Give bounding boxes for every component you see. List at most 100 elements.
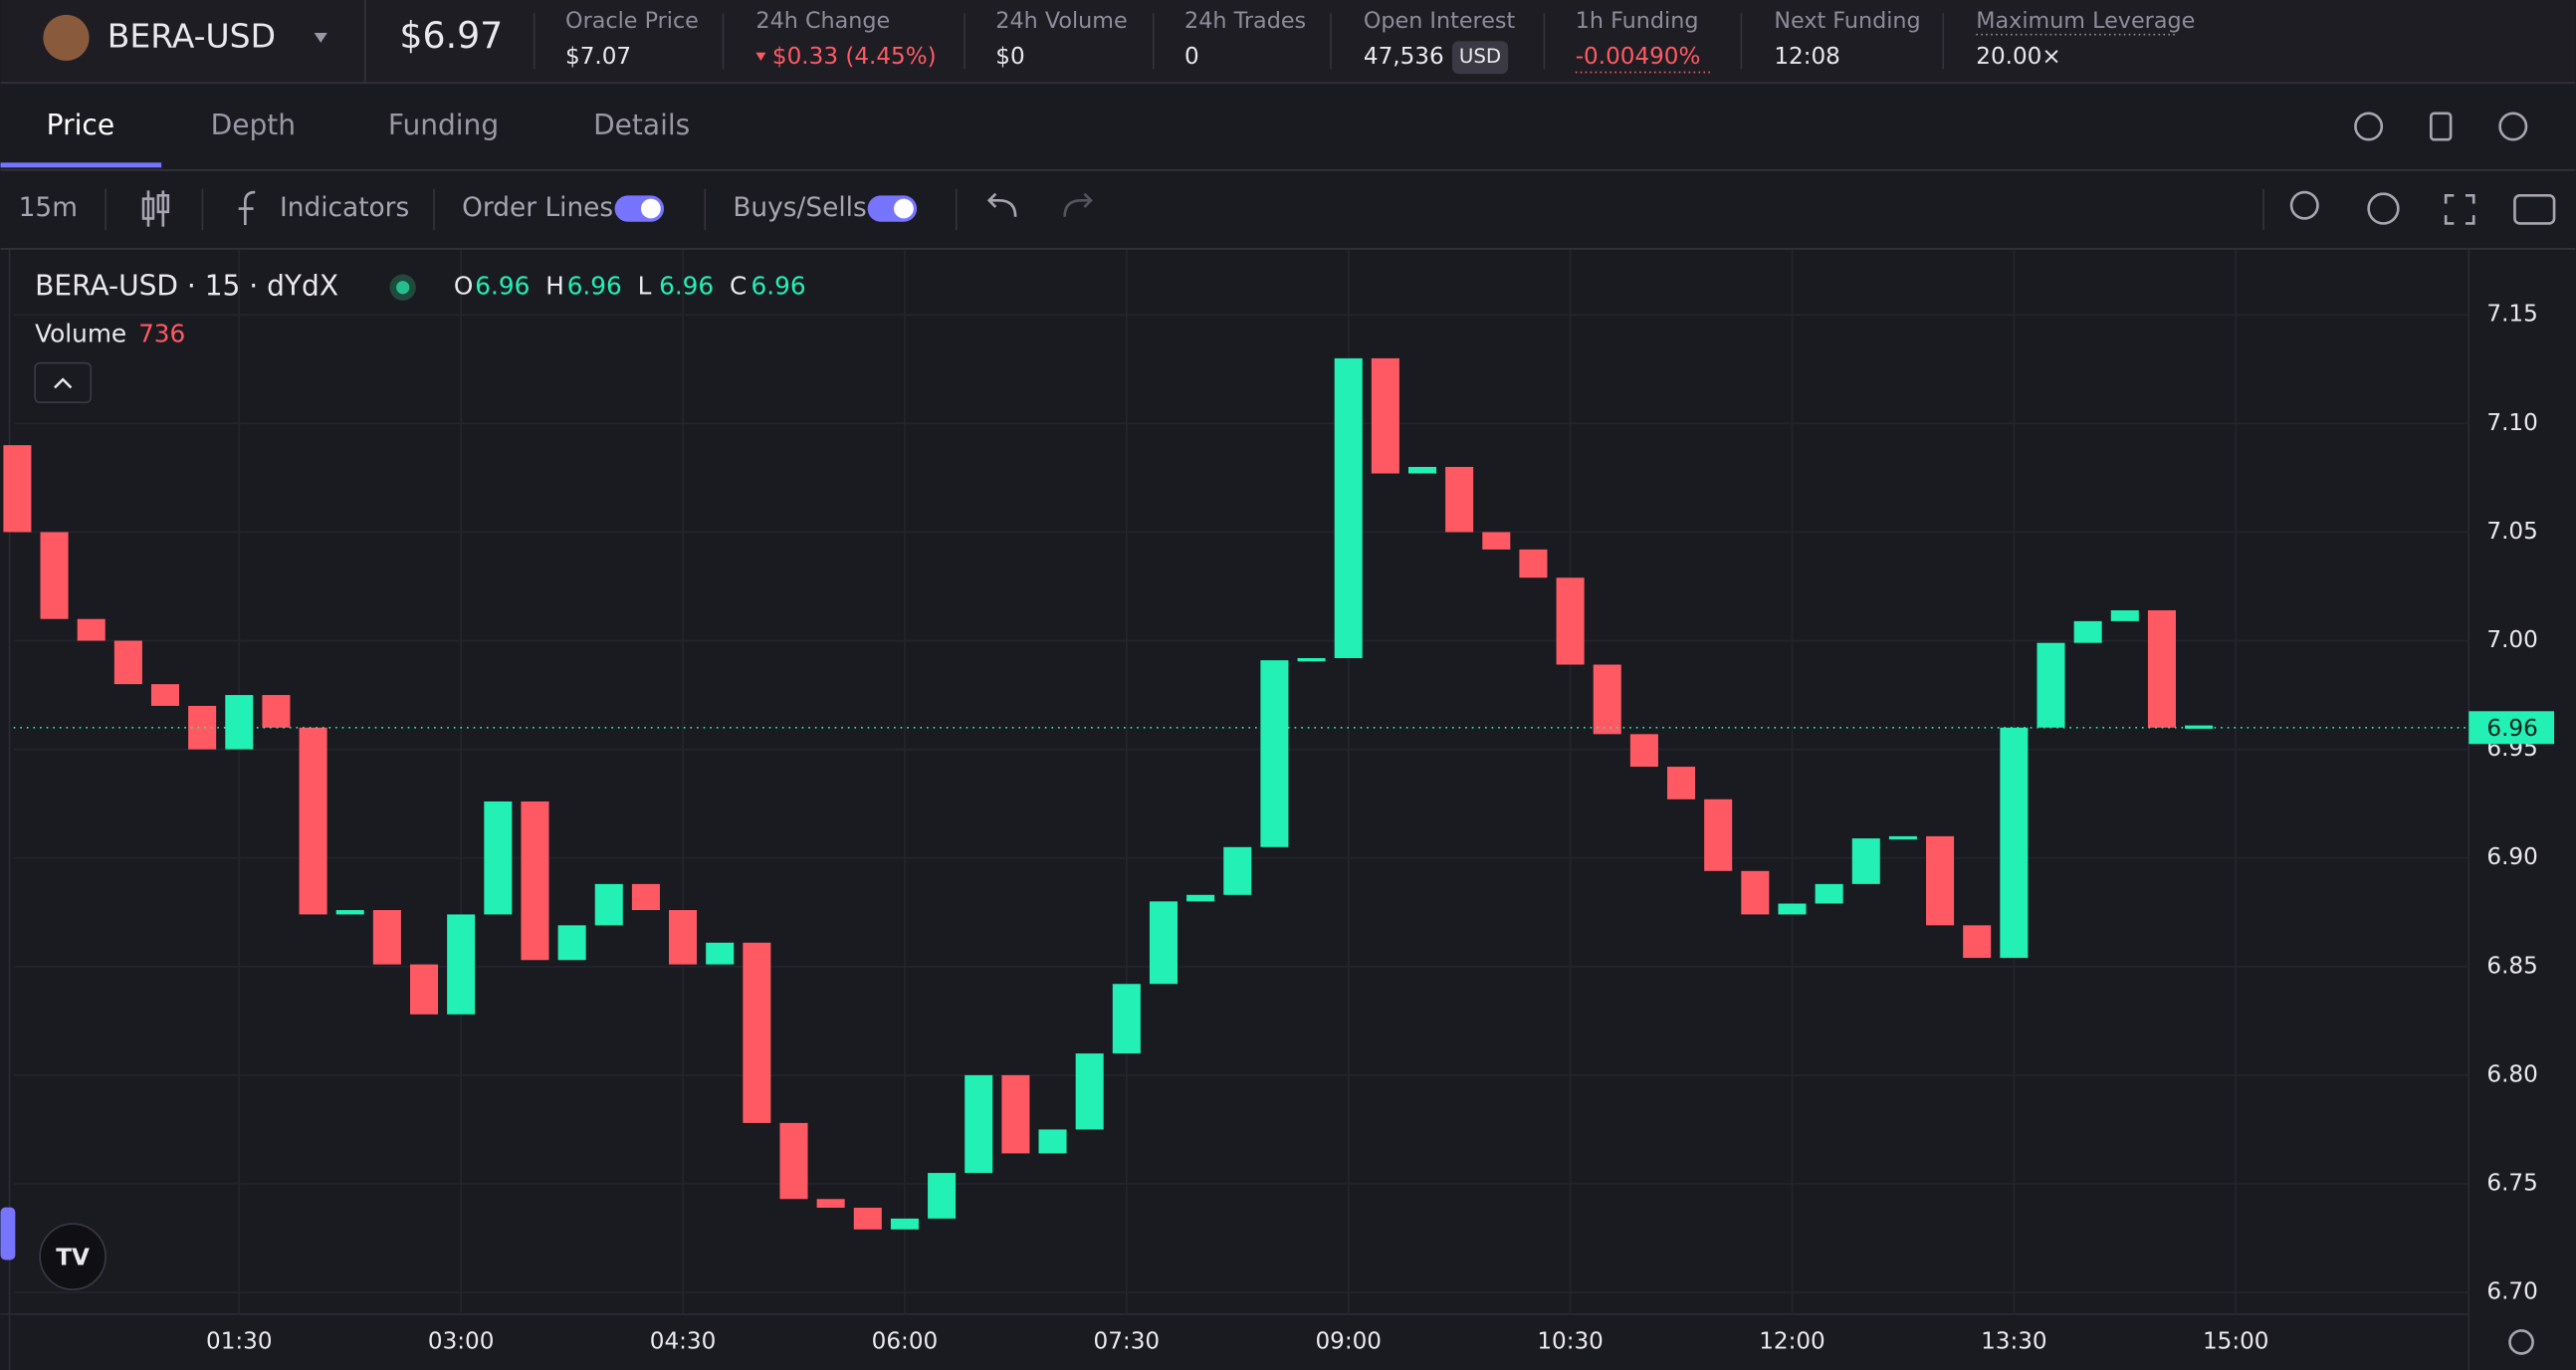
stat-label: Maximum Leverage: [1976, 8, 2195, 34]
candle: [2073, 620, 2102, 643]
unit-badge: [1451, 41, 1509, 75]
tab-underline: [0, 162, 162, 168]
tab[interactable]: Funding: [388, 109, 499, 141]
stat-label: Open Interest: [1364, 8, 1516, 34]
market-symbol[interactable]: BERA-USD: [107, 16, 276, 55]
indicators-button[interactable]: Indicators: [280, 193, 409, 223]
ohlc-label: O: [454, 272, 473, 301]
candle: [816, 1199, 845, 1208]
x-tick-label: 04:30: [650, 1328, 717, 1354]
candle: [2037, 642, 2065, 728]
candle: [150, 684, 180, 706]
candle: [1851, 838, 1880, 884]
y-tick-label: 7.10: [2486, 410, 2537, 436]
tab[interactable]: Price: [47, 109, 114, 141]
stat-value: -0.00490%: [1576, 44, 1701, 70]
settings-button[interactable]: [2508, 1329, 2534, 1355]
candle: [2185, 725, 2214, 729]
candle: [40, 532, 69, 619]
indicators-icon[interactable]: [238, 190, 256, 226]
collapse-button[interactable]: [34, 361, 93, 404]
market-icon: [43, 14, 90, 62]
tradingview-logo[interactable]: [39, 1223, 107, 1290]
candle: [1704, 799, 1733, 871]
header-bar: [0, 0, 2576, 83]
candle: [447, 914, 476, 1015]
stat-value: 20.00×: [1976, 44, 2060, 70]
candle: [965, 1074, 993, 1174]
stat-value: 12:08: [1774, 44, 1840, 70]
y-tick-label: 6.80: [2486, 1061, 2537, 1087]
candle: [1963, 925, 1992, 959]
candle: [1815, 883, 1843, 904]
candle: [1778, 903, 1807, 915]
candle: [853, 1207, 882, 1230]
candle: [706, 942, 735, 965]
x-tick-label: 01:30: [206, 1328, 273, 1354]
toggle-knob: [894, 198, 914, 219]
candle: [225, 695, 254, 750]
icon-button[interactable]: [2429, 112, 2453, 141]
candle-type-icon[interactable]: [141, 190, 170, 227]
tab[interactable]: Details: [593, 109, 690, 141]
stat-value: $0.33 (4.45%): [772, 44, 937, 70]
candle: [743, 942, 771, 1123]
icon-button[interactable]: [2289, 190, 2319, 220]
candle: [1297, 657, 1326, 662]
candle: [2110, 609, 2139, 621]
stat-value: $7.07: [565, 44, 631, 70]
x-tick-label: 15:00: [2203, 1328, 2269, 1354]
candle: [779, 1122, 808, 1200]
interval[interactable]: 15m: [19, 193, 78, 223]
ohlc-label: C: [730, 272, 747, 301]
ohlc-label: H: [545, 272, 564, 301]
screenshot-button[interactable]: [2513, 194, 2556, 225]
candle: [1629, 734, 1658, 768]
candle: [1667, 767, 1696, 799]
y-tick-label: 6.75: [2486, 1170, 2537, 1196]
x-tick-label: 03:00: [428, 1328, 495, 1354]
y-tick-label: 7.15: [2486, 302, 2537, 328]
unit-label: USD: [1459, 45, 1501, 68]
candle: [669, 910, 698, 965]
order-lines-label: Order Lines: [462, 193, 613, 223]
candle: [631, 883, 660, 911]
candle: [1260, 660, 1289, 847]
candle: [484, 800, 513, 915]
candle: [1038, 1129, 1067, 1154]
toggle-knob: [640, 198, 661, 219]
stat-label: Oracle Price: [565, 8, 699, 34]
stat-label: 1h Funding: [1576, 8, 1699, 34]
fullscreen-button[interactable]: [2444, 194, 2475, 225]
candle: [1112, 984, 1141, 1054]
candle: [1371, 357, 1399, 474]
stat-label: 24h Trades: [1184, 8, 1306, 34]
down-arrow: [755, 52, 766, 62]
candle: [2147, 609, 2176, 728]
candle: [1445, 466, 1474, 533]
candle: [1001, 1074, 1030, 1154]
candle: [1482, 532, 1511, 550]
logo-mark: TV: [56, 1245, 90, 1270]
undo-button[interactable]: [986, 192, 1017, 217]
ohlc-value: 6.96: [659, 272, 714, 301]
x-tick-label: 12:00: [1759, 1328, 1825, 1354]
candle: [1741, 870, 1770, 915]
y-tick-label: 6.70: [2486, 1279, 2537, 1305]
icon-button[interactable]: [2354, 112, 2384, 141]
candle: [2000, 727, 2029, 959]
dropdown-caret[interactable]: [314, 32, 327, 43]
collapse-icon: [54, 377, 73, 389]
status-dot: [396, 281, 410, 295]
redo-button[interactable]: [1063, 192, 1093, 217]
settings-button[interactable]: [2367, 192, 2400, 225]
candle: [1223, 846, 1252, 895]
icon-button[interactable]: [2498, 112, 2528, 141]
tab[interactable]: Depth: [211, 109, 296, 141]
side-panel-toggle[interactable]: [0, 1207, 16, 1260]
stat-label: 24h Change: [755, 8, 890, 34]
stat-value: 0: [1184, 44, 1199, 70]
candle: [1334, 357, 1363, 658]
